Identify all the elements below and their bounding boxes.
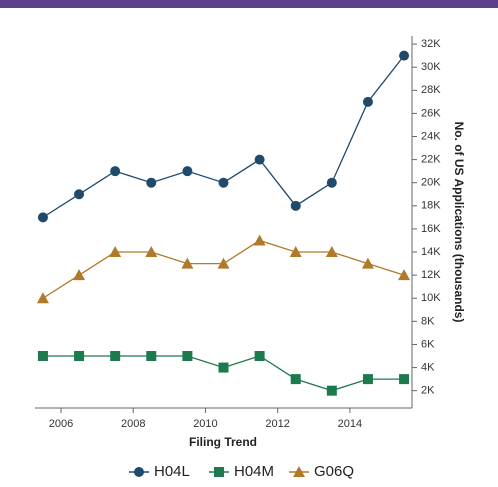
- marker: [110, 166, 121, 177]
- y-tick-label: 28K: [421, 84, 441, 96]
- marker: [218, 177, 229, 188]
- marker: [362, 374, 373, 385]
- marker: [146, 177, 157, 188]
- marker: [254, 351, 265, 362]
- marker: [37, 212, 48, 223]
- marker: [145, 246, 158, 258]
- marker: [326, 385, 337, 396]
- marker: [182, 351, 193, 362]
- x-tick-label: 2008: [121, 418, 145, 430]
- legend-marker: [134, 467, 144, 477]
- marker: [74, 351, 85, 362]
- marker: [362, 96, 373, 107]
- marker: [109, 246, 122, 258]
- y-tick-label: 6K: [421, 338, 435, 350]
- y-tick-label: 26K: [421, 107, 441, 119]
- y-axis-title: No. of US Applications (thousands): [452, 122, 466, 323]
- marker: [253, 234, 266, 246]
- marker: [37, 351, 48, 362]
- marker: [110, 351, 121, 362]
- marker: [326, 177, 337, 188]
- y-tick-label: 4K: [421, 361, 435, 373]
- x-tick-label: 2012: [265, 418, 289, 430]
- marker: [289, 246, 302, 258]
- x-axis-title: Filing Trend: [189, 435, 257, 449]
- top-bar: [0, 0, 498, 8]
- y-tick-label: 8K: [421, 315, 435, 327]
- y-tick-label: 20K: [421, 177, 441, 189]
- marker: [254, 154, 265, 165]
- y-tick-label: 18K: [421, 200, 441, 212]
- legend-marker: [214, 467, 224, 477]
- marker: [74, 189, 85, 200]
- series-line: [42, 55, 405, 218]
- series-line: [42, 239, 405, 299]
- y-tick-label: 12K: [421, 269, 441, 281]
- y-tick-label: 14K: [421, 246, 441, 258]
- series-line: [42, 355, 405, 392]
- y-tick-label: 32K: [421, 38, 441, 50]
- y-tick-label: 22K: [421, 154, 441, 166]
- y-tick-label: 2K: [421, 385, 435, 397]
- y-tick-label: 30K: [421, 61, 441, 73]
- marker: [325, 246, 338, 258]
- marker: [399, 50, 410, 61]
- x-tick-label: 2010: [193, 418, 217, 430]
- marker: [290, 374, 301, 385]
- x-tick-label: 2006: [49, 418, 73, 430]
- legend-label: G06Q: [314, 463, 354, 480]
- y-tick-label: 24K: [421, 130, 441, 142]
- marker: [182, 166, 193, 177]
- marker: [146, 351, 157, 362]
- marker: [218, 362, 229, 373]
- marker: [290, 200, 301, 211]
- marker: [181, 257, 194, 269]
- marker: [399, 374, 410, 385]
- legend-marker: [293, 466, 305, 477]
- legend-label: H04L: [154, 463, 190, 480]
- legend-label: H04M: [234, 463, 274, 480]
- x-tick-label: 2014: [338, 418, 362, 430]
- marker: [217, 257, 230, 269]
- marker: [73, 269, 86, 281]
- marker: [398, 269, 411, 281]
- marker: [361, 257, 374, 269]
- marker: [36, 292, 49, 304]
- y-tick-label: 10K: [421, 292, 441, 304]
- y-tick-label: 16K: [421, 223, 441, 235]
